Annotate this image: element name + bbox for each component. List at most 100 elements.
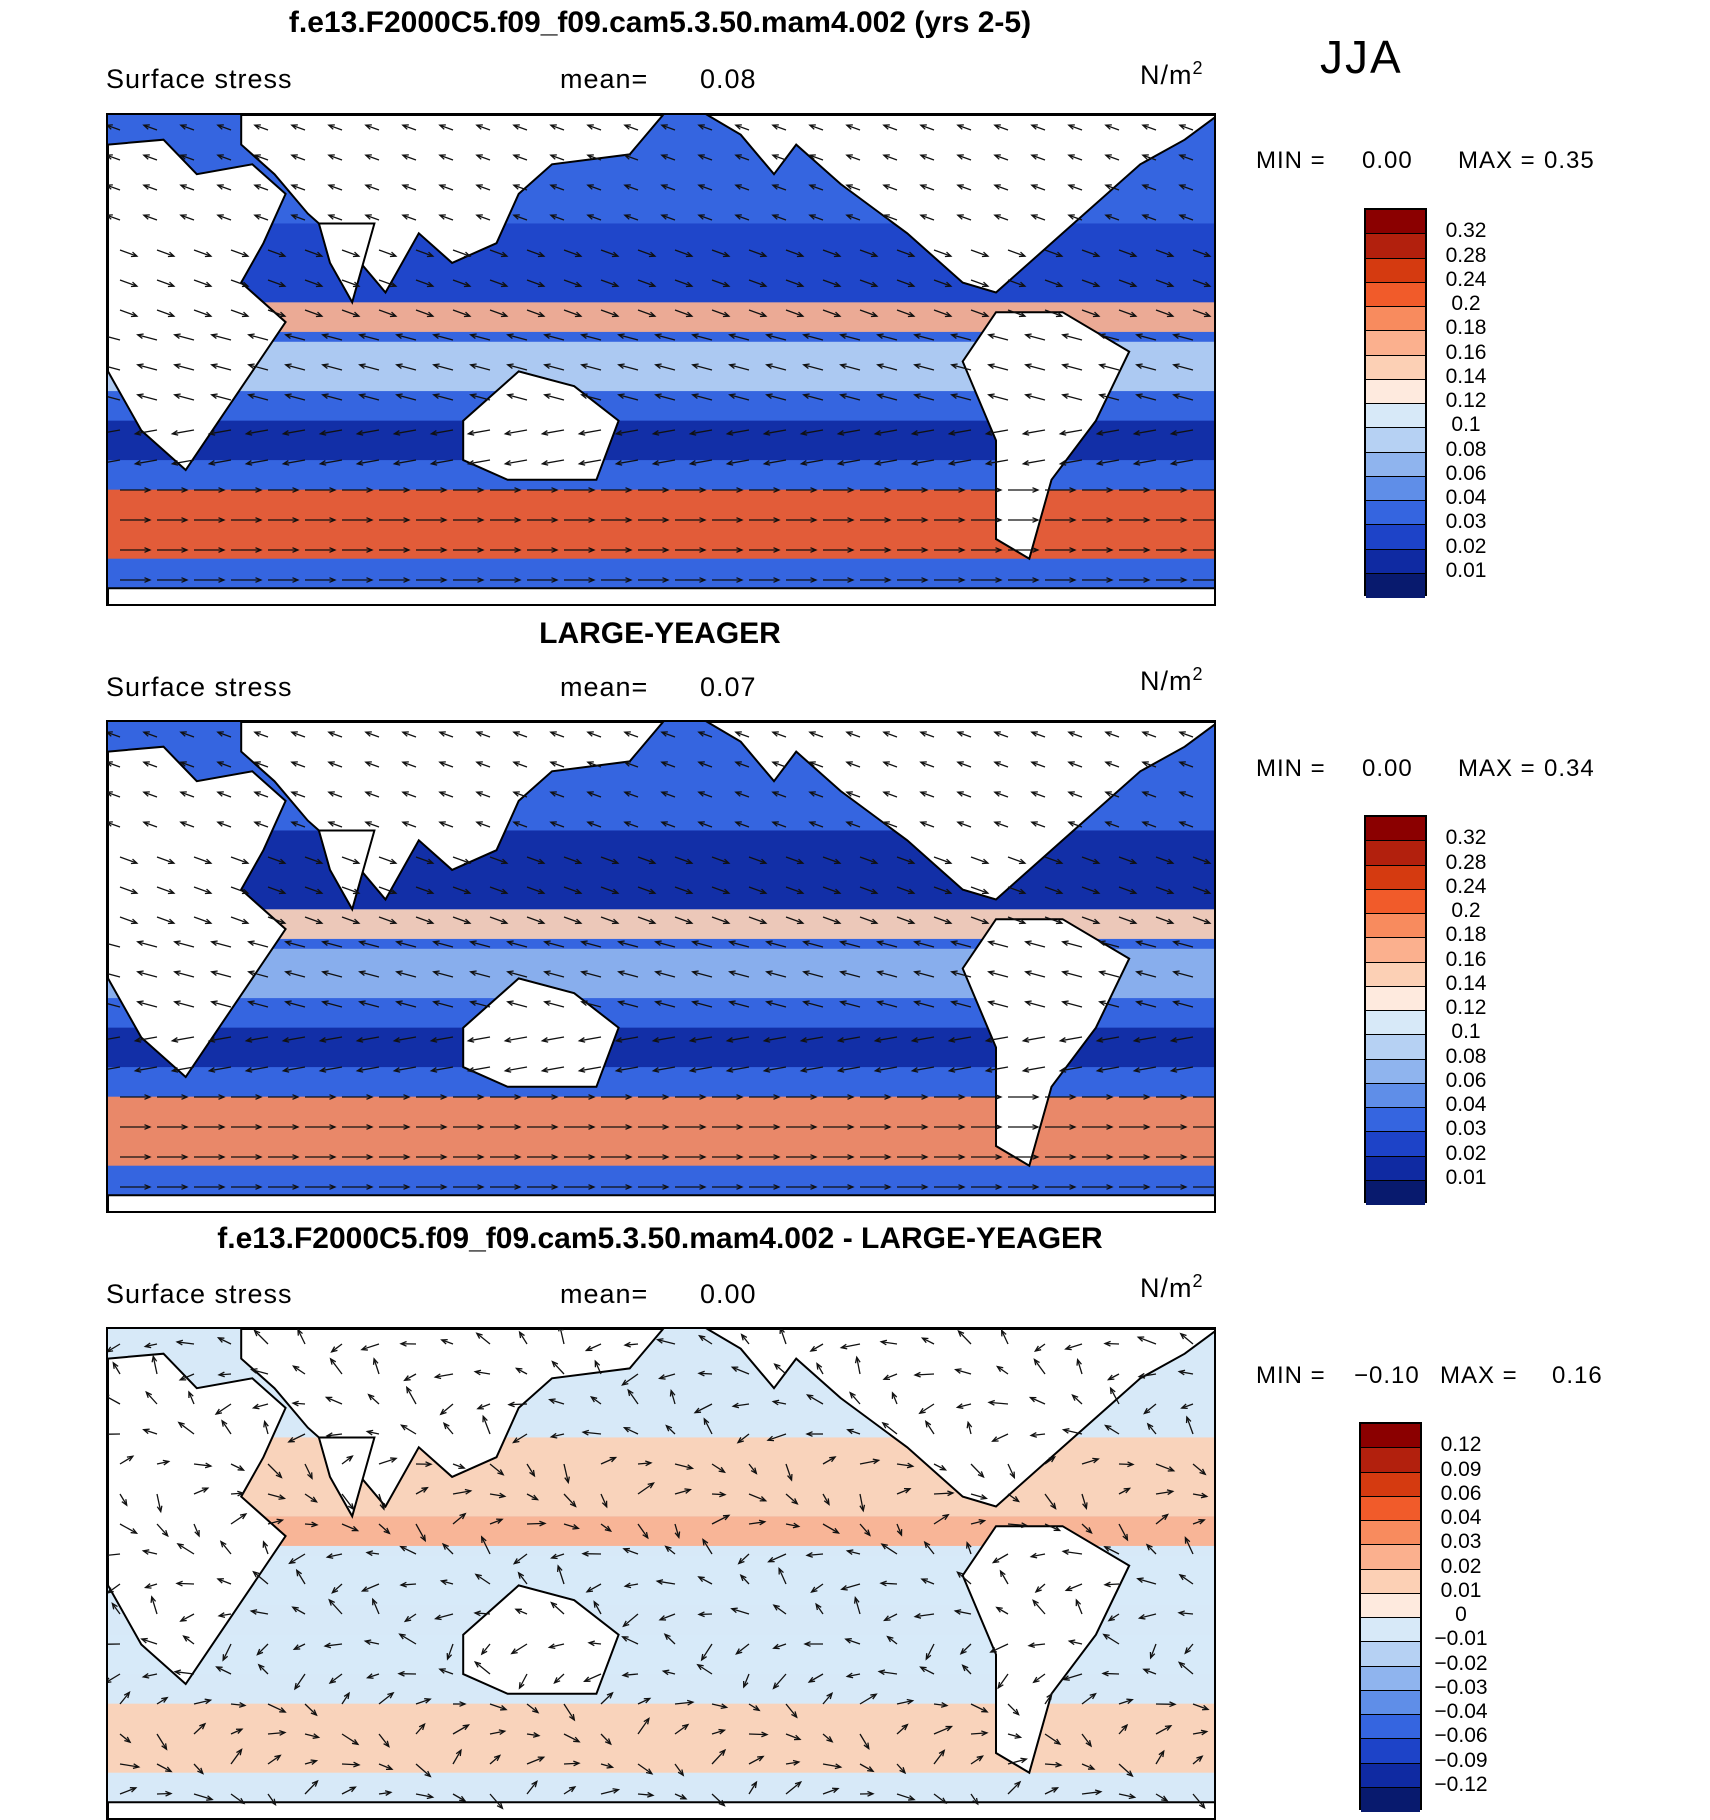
colorbar-tick-label: −0.06	[1421, 1724, 1501, 1748]
colorbar-tick-label: 0.01	[1426, 1166, 1506, 1190]
colorbar-segment	[1366, 477, 1425, 501]
colorbar	[1364, 208, 1427, 596]
mean-label: mean=	[560, 64, 648, 95]
colorbar-segment	[1361, 1788, 1420, 1812]
colorbar-tick-label: 0.24	[1426, 875, 1506, 899]
colorbar-segment	[1366, 1132, 1425, 1156]
units-label: N/m2	[1140, 58, 1204, 91]
colorbar-segment	[1366, 841, 1425, 865]
colorbar-tick-label: 0.02	[1426, 1142, 1506, 1166]
colorbar-segment	[1366, 210, 1425, 234]
colorbar-tick-label: 0.08	[1426, 438, 1506, 462]
colorbar-tick-label: −0.01	[1421, 1627, 1501, 1651]
southern-ocean-jet-band	[108, 490, 1216, 559]
variable-label: Surface stress	[106, 64, 293, 95]
colorbar-tick-label: 0.08	[1426, 1045, 1506, 1069]
land-mass	[108, 1195, 1216, 1213]
colorbar-tick-label: −0.09	[1421, 1749, 1501, 1773]
colorbar-tick-label: 0.12	[1426, 996, 1506, 1020]
colorbar-segment	[1366, 404, 1425, 428]
map-plot	[106, 1327, 1216, 1820]
colorbar-segment	[1366, 1035, 1425, 1059]
mean-value: 0.00	[700, 1279, 757, 1310]
southern-ocean-jet-band	[108, 1097, 1216, 1166]
max-value: 0.35	[1544, 147, 1595, 175]
colorbar-segment	[1366, 1011, 1425, 1035]
panel-title: f.e13.F2000C5.f09_f09.cam5.3.50.mam4.002…	[100, 6, 1220, 40]
colorbar-segment	[1366, 866, 1425, 890]
mean-label: mean=	[560, 672, 648, 703]
land-mass	[108, 588, 1216, 606]
colorbar-segment	[1366, 380, 1425, 404]
colorbar-segment	[1366, 453, 1425, 477]
min-value: 0.00	[1362, 755, 1413, 783]
colorbar-tick-label: 0.16	[1426, 948, 1506, 972]
colorbar-segment	[1366, 1181, 1425, 1205]
colorbar-segment	[1361, 1448, 1420, 1472]
colorbar-tick-label: 0.04	[1426, 486, 1506, 510]
colorbar-segment	[1366, 1084, 1425, 1108]
colorbar-segment	[1366, 1108, 1425, 1132]
colorbar-segment	[1366, 574, 1425, 598]
colorbar-segment	[1361, 1521, 1420, 1545]
colorbar-tick-label: 0.04	[1426, 1093, 1506, 1117]
colorbar-segment	[1366, 259, 1425, 283]
colorbar-tick-label: 0.03	[1426, 510, 1506, 534]
colorbar-tick-label: 0.2	[1426, 292, 1506, 316]
variable-label: Surface stress	[106, 1279, 293, 1310]
colorbar-segment	[1366, 1060, 1425, 1084]
colorbar-segment	[1361, 1594, 1420, 1618]
land-mass	[108, 1802, 1216, 1820]
mean-value: 0.07	[700, 672, 757, 703]
colorbar-segment	[1366, 331, 1425, 355]
colorbar-tick-label: 0.24	[1426, 268, 1506, 292]
colorbar-segment	[1366, 234, 1425, 258]
map-plot	[106, 113, 1216, 606]
max-value: 0.16	[1552, 1362, 1603, 1390]
colorbar-segment	[1366, 550, 1425, 574]
colorbar-tick-label: 0.03	[1426, 1117, 1506, 1141]
max-label: MAX =	[1458, 147, 1536, 175]
colorbar-segment	[1361, 1715, 1420, 1739]
colorbar-segment	[1366, 963, 1425, 987]
colorbar-tick-label: 0.06	[1421, 1482, 1501, 1506]
min-label: MIN =	[1256, 147, 1326, 175]
colorbar-tick-label: 0.03	[1421, 1530, 1501, 1554]
colorbar-segment	[1361, 1764, 1420, 1788]
colorbar-segment	[1361, 1545, 1420, 1569]
colorbar-segment	[1366, 817, 1425, 841]
colorbar-segment	[1361, 1570, 1420, 1594]
colorbar-segment	[1366, 501, 1425, 525]
colorbar-segment	[1366, 1157, 1425, 1181]
colorbar-tick-label: 0.14	[1426, 365, 1506, 389]
map-plot	[106, 720, 1216, 1213]
panel-title: f.e13.F2000C5.f09_f09.cam5.3.50.mam4.002…	[100, 1222, 1220, 1256]
max-value: 0.34	[1544, 755, 1595, 783]
colorbar-segment	[1361, 1667, 1420, 1691]
colorbar-tick-label: −0.03	[1421, 1676, 1501, 1700]
min-value: −0.10	[1354, 1362, 1420, 1390]
max-label: MAX =	[1440, 1362, 1518, 1390]
max-label: MAX =	[1458, 755, 1536, 783]
colorbar-segment	[1361, 1424, 1420, 1448]
colorbar-tick-label: 0.14	[1426, 972, 1506, 996]
colorbar-tick-label: 0.06	[1426, 462, 1506, 486]
colorbar-tick-label: 0.16	[1426, 341, 1506, 365]
colorbar-segment	[1361, 1739, 1420, 1763]
colorbar-segment	[1366, 356, 1425, 380]
colorbar-tick-label: 0.04	[1421, 1506, 1501, 1530]
colorbar-tick-label: 0.32	[1426, 826, 1506, 850]
colorbar-segment	[1361, 1473, 1420, 1497]
colorbar-segment	[1361, 1618, 1420, 1642]
colorbar-tick-label: 0.12	[1421, 1433, 1501, 1457]
colorbar-tick-label: 0.1	[1426, 413, 1506, 437]
colorbar-tick-label: 0.02	[1421, 1555, 1501, 1579]
southern-ocean-jet-band	[108, 1704, 1216, 1773]
colorbar-tick-label: 0.12	[1426, 389, 1506, 413]
colorbar-segment	[1366, 307, 1425, 331]
season-label: JJA	[1320, 30, 1403, 84]
units-label: N/m2	[1140, 1271, 1204, 1304]
colorbar-tick-label: 0.09	[1421, 1458, 1501, 1482]
min-label: MIN =	[1256, 1362, 1326, 1390]
colorbar-segment	[1366, 987, 1425, 1011]
